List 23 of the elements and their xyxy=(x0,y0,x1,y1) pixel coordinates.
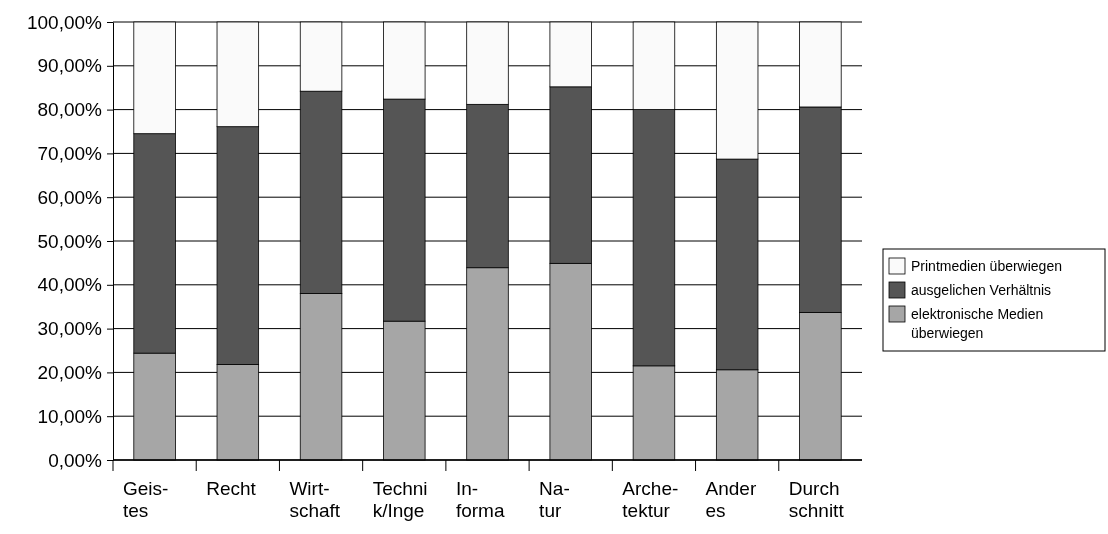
y-tick-label: 50,00% xyxy=(37,230,103,252)
x-tick-label: Wirt- schaft xyxy=(289,478,341,521)
x-tick-label: In- forma xyxy=(455,478,505,521)
y-tick-label: 70,00% xyxy=(37,142,103,164)
y-tick-label: 40,00% xyxy=(37,274,103,296)
y-tick-label: 0,00% xyxy=(48,449,103,471)
x-tick-label: Techni k/Inge xyxy=(372,478,428,521)
y-tick-label: 30,00% xyxy=(37,318,103,340)
x-tick-label: Durch schnitt xyxy=(788,478,845,521)
x-tick-label: Geis- tes xyxy=(123,478,169,521)
y-tick-label: 100,00% xyxy=(26,11,103,33)
legend-label: elektronische Medien überwiegen xyxy=(911,306,1044,341)
legend-label: Printmedien überwiegen xyxy=(911,258,1062,274)
y-tick-label: 90,00% xyxy=(37,55,103,77)
x-tick-label: Ander es xyxy=(705,478,757,521)
x-tick-label: Recht xyxy=(206,478,257,499)
legend-label: ausgelichen Verhältnis xyxy=(911,282,1052,298)
y-tick-label: 80,00% xyxy=(37,99,103,121)
x-tick-label: Na- tur xyxy=(539,478,570,521)
y-tick-label: 20,00% xyxy=(37,361,103,383)
y-tick-label: 60,00% xyxy=(37,186,103,208)
x-tick-label: Arche- tektur xyxy=(622,478,679,521)
y-tick-label: 10,00% xyxy=(37,405,103,427)
